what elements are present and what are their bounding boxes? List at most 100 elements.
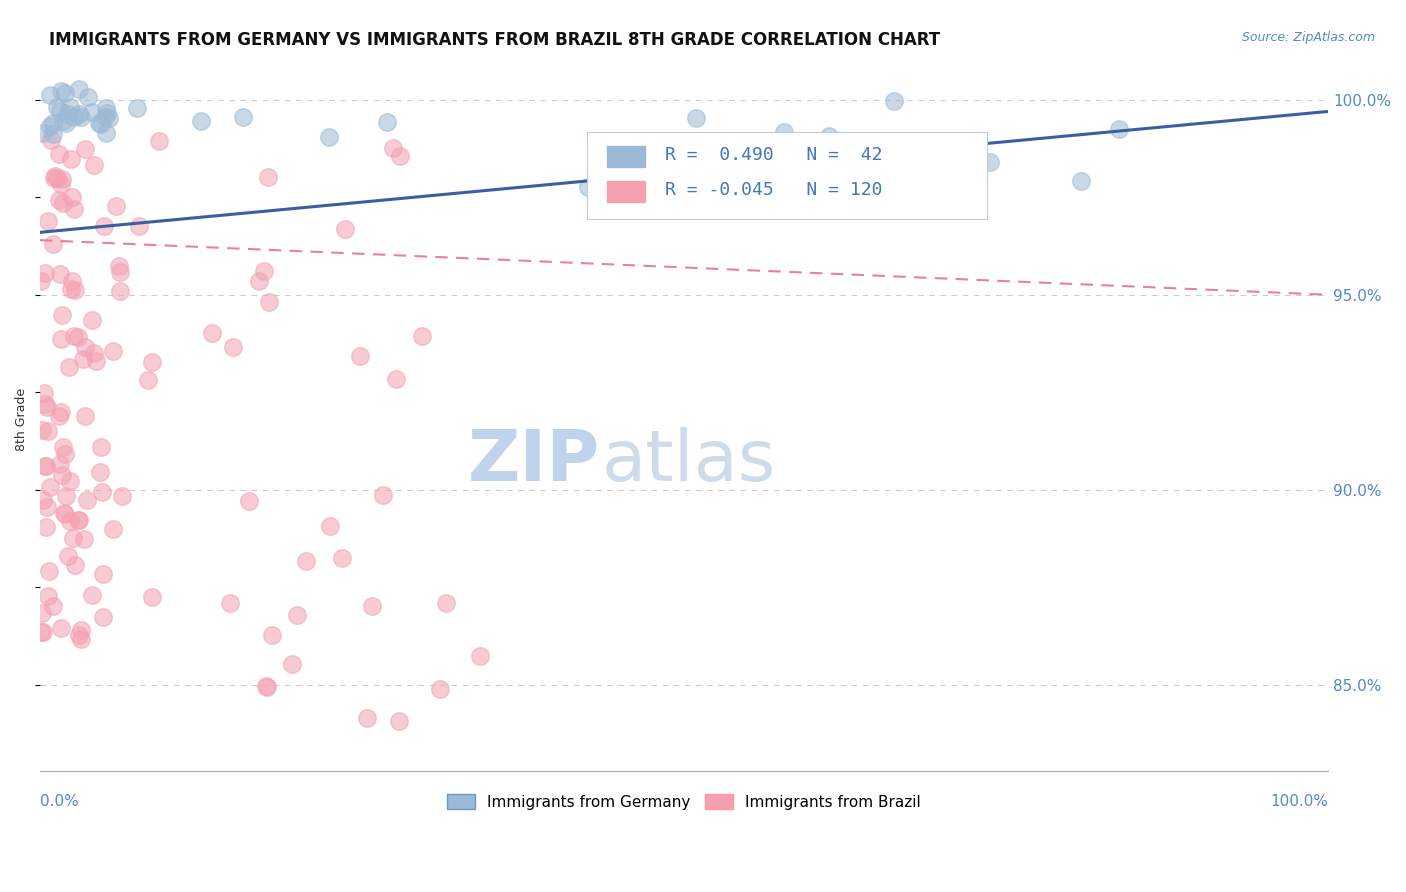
- Point: [91, 566, 114, 581]
- Point: [42, 116, 65, 130]
- Point: [388, 714, 411, 729]
- Point: [285, 607, 308, 622]
- Point: [55, 489, 77, 503]
- Point: [46, 100, 69, 114]
- Point: [876, 173, 898, 187]
- Point: [70, 624, 93, 638]
- Point: [60, 283, 83, 297]
- Point: [319, 518, 342, 533]
- Point: [93, 219, 115, 233]
- Point: [468, 648, 491, 663]
- Point: [34, 266, 56, 280]
- Point: [30, 274, 52, 288]
- Point: [333, 222, 356, 236]
- Point: [32, 493, 55, 508]
- Point: [238, 493, 260, 508]
- Point: [42, 599, 65, 613]
- Point: [55, 87, 77, 101]
- Point: [96, 106, 118, 120]
- Point: [76, 492, 98, 507]
- Point: [979, 155, 1001, 169]
- Point: [96, 126, 118, 140]
- Point: [66, 330, 89, 344]
- Point: [75, 340, 97, 354]
- Point: [249, 274, 271, 288]
- Point: [34, 458, 56, 473]
- Point: [90, 440, 112, 454]
- Point: [48, 193, 70, 207]
- Text: 0.0%: 0.0%: [39, 794, 79, 809]
- Point: [295, 554, 318, 568]
- Point: [385, 372, 408, 386]
- Point: [148, 135, 170, 149]
- Point: [110, 284, 132, 298]
- Point: [70, 110, 93, 124]
- Point: [80, 313, 103, 327]
- Point: [63, 329, 86, 343]
- Point: [254, 679, 277, 693]
- Point: [127, 101, 149, 115]
- Point: [349, 349, 371, 363]
- Point: [34, 397, 56, 411]
- Point: [388, 148, 411, 162]
- FancyBboxPatch shape: [606, 181, 645, 202]
- Point: [101, 522, 124, 536]
- Point: [49, 621, 72, 635]
- Point: [128, 219, 150, 234]
- Point: [55, 115, 77, 129]
- Point: [45, 170, 67, 185]
- Point: [52, 114, 75, 128]
- Point: [772, 125, 794, 139]
- Point: [65, 558, 87, 572]
- Point: [201, 326, 224, 341]
- Point: [86, 354, 108, 368]
- FancyBboxPatch shape: [606, 145, 645, 167]
- Point: [869, 188, 891, 202]
- Point: [67, 513, 90, 527]
- Point: [105, 199, 128, 213]
- Point: [32, 624, 55, 639]
- Point: [42, 127, 65, 141]
- Point: [51, 172, 73, 186]
- Point: [38, 564, 60, 578]
- Point: [94, 101, 117, 115]
- Point: [72, 532, 94, 546]
- Point: [39, 480, 62, 494]
- Point: [58, 359, 80, 374]
- Point: [31, 423, 53, 437]
- Point: [48, 146, 70, 161]
- Legend: Immigrants from Germany, Immigrants from Brazil: Immigrants from Germany, Immigrants from…: [441, 788, 927, 815]
- Point: [883, 94, 905, 108]
- Point: [59, 474, 82, 488]
- Point: [51, 195, 73, 210]
- Point: [37, 425, 59, 439]
- Point: [77, 90, 100, 104]
- Point: [222, 340, 245, 354]
- Point: [30, 625, 52, 640]
- Point: [44, 170, 66, 185]
- Point: [42, 237, 65, 252]
- Text: 100.0%: 100.0%: [1270, 794, 1329, 809]
- Point: [1108, 121, 1130, 136]
- Point: [108, 259, 131, 273]
- Point: [35, 500, 58, 515]
- Point: [371, 488, 394, 502]
- Text: IMMIGRANTS FROM GERMANY VS IMMIGRANTS FROM BRAZIL 8TH GRADE CORRELATION CHART: IMMIGRANTS FROM GERMANY VS IMMIGRANTS FR…: [49, 31, 941, 49]
- Point: [82, 588, 104, 602]
- Point: [37, 400, 59, 414]
- Point: [35, 459, 58, 474]
- Point: [256, 680, 278, 694]
- Point: [83, 158, 105, 172]
- Point: [361, 599, 384, 614]
- Point: [356, 711, 378, 725]
- Point: [51, 308, 73, 322]
- Point: [252, 264, 274, 278]
- Point: [232, 110, 254, 124]
- Point: [91, 610, 114, 624]
- Point: [49, 457, 72, 471]
- Point: [260, 628, 283, 642]
- Point: [756, 148, 779, 162]
- Point: [37, 214, 59, 228]
- Point: [94, 110, 117, 124]
- Point: [48, 409, 70, 424]
